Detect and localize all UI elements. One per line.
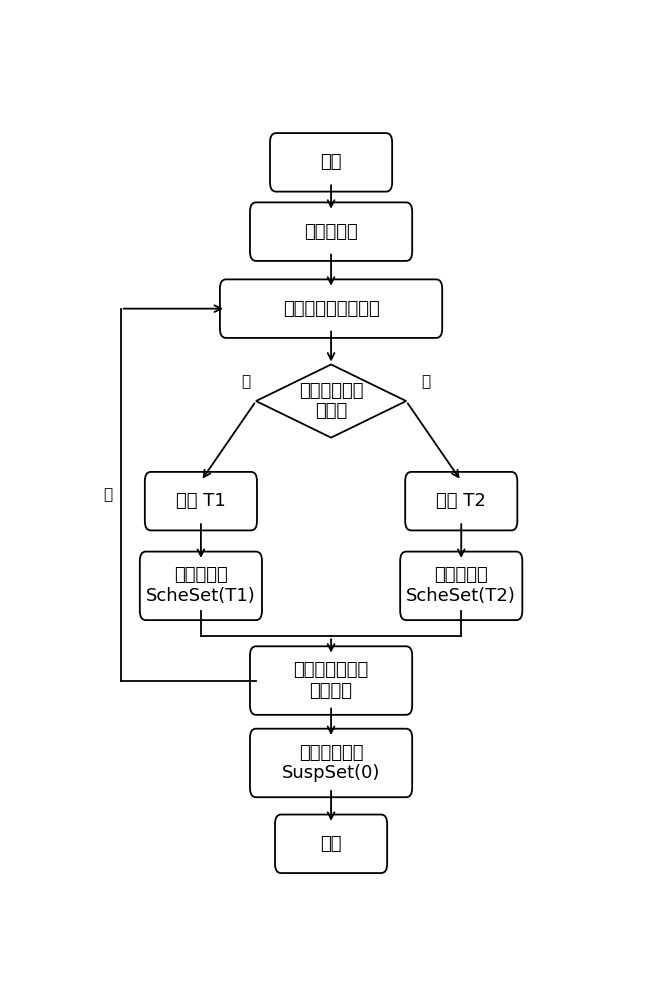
FancyBboxPatch shape xyxy=(140,552,262,620)
FancyBboxPatch shape xyxy=(405,472,517,530)
FancyBboxPatch shape xyxy=(250,646,412,715)
FancyBboxPatch shape xyxy=(250,202,412,261)
FancyBboxPatch shape xyxy=(220,279,443,338)
Text: 是: 是 xyxy=(104,487,113,502)
Text: 子模式放入
ScheSet(T1): 子模式放入 ScheSet(T1) xyxy=(146,566,256,605)
Polygon shape xyxy=(256,364,406,438)
Text: 生成初始结果
SuspSet(0): 生成初始结果 SuspSet(0) xyxy=(282,744,380,782)
FancyBboxPatch shape xyxy=(275,815,387,873)
Text: 放入 T2: 放入 T2 xyxy=(436,492,486,510)
FancyBboxPatch shape xyxy=(145,472,257,530)
Text: 是: 是 xyxy=(242,374,251,389)
FancyBboxPatch shape xyxy=(270,133,392,192)
Text: 放入 T1: 放入 T1 xyxy=(176,492,226,510)
FancyBboxPatch shape xyxy=(250,729,412,797)
Text: 子模式放入
ScheSet(T2): 子模式放入 ScheSet(T2) xyxy=(406,566,516,605)
Text: 结束: 结束 xyxy=(320,835,342,853)
Text: 否: 否 xyxy=(422,374,431,389)
Text: 生成输入集: 生成输入集 xyxy=(304,223,358,241)
Text: 是否到达测试用
例集结尾: 是否到达测试用 例集结尾 xyxy=(293,661,369,700)
Text: 扫描下一个测试用例: 扫描下一个测试用例 xyxy=(283,300,379,318)
Text: 开始: 开始 xyxy=(320,153,342,171)
Text: 是否为失效测
试用例: 是否为失效测 试用例 xyxy=(299,382,363,420)
FancyBboxPatch shape xyxy=(400,552,523,620)
